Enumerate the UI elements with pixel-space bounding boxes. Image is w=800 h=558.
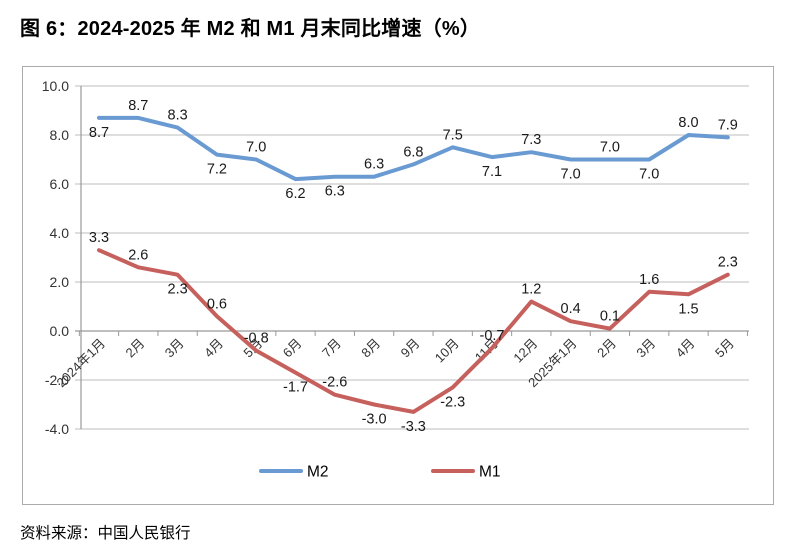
x-tick-label: 12月 <box>510 336 540 366</box>
data-label: -3.3 <box>401 419 426 435</box>
data-label: 0.6 <box>207 296 227 312</box>
x-tick-label: 2月 <box>123 336 148 361</box>
legend: M2 M1 <box>259 464 501 481</box>
data-label: 8.0 <box>678 115 698 131</box>
x-tick-label: 4月 <box>201 336 226 361</box>
x-axis-ticks <box>78 331 748 336</box>
data-label: 7.0 <box>639 167 659 183</box>
legend-m1-label: M1 <box>479 464 501 481</box>
data-label: -3.0 <box>362 412 387 428</box>
y-tick-label: 4.0 <box>50 225 70 241</box>
data-label: 2.6 <box>128 247 148 263</box>
y-gridlines <box>75 85 749 430</box>
y-tick-label: 8.0 <box>50 127 70 143</box>
y-axis-labels: 10.0 8.0 6.0 4.0 2.0 0.0 -2.0 -4.0 <box>42 78 69 437</box>
y-tick-label: 10.0 <box>42 78 69 94</box>
legend-m2-label: M2 <box>307 464 329 481</box>
data-label: 2.3 <box>168 282 188 298</box>
data-label: 1.2 <box>521 282 541 298</box>
data-label: -2.6 <box>322 375 347 391</box>
data-label: 0.4 <box>561 301 581 317</box>
x-tick-label: 2月 <box>594 336 619 361</box>
y-tick-label: -2.0 <box>45 372 69 388</box>
data-label: 6.2 <box>285 186 305 202</box>
data-label: 7.1 <box>482 164 502 180</box>
x-tick-label: 10月 <box>432 336 462 366</box>
x-tick-label: 3月 <box>162 336 187 361</box>
data-label: 7.9 <box>718 117 738 133</box>
x-tick-label: 3月 <box>633 336 658 361</box>
data-label: -1.7 <box>283 380 308 396</box>
m2-data-labels: 8.7 8.7 8.3 7.2 7.0 6.2 6.3 6.3 6.8 7.5 7.1 7.3 7.0 7… <box>89 98 738 202</box>
data-label: 0.1 <box>600 309 620 325</box>
figure-title: 图 6：2024-2025 年 M2 和 M1 月末同比增速（%） <box>20 18 481 40</box>
x-tick-label: 4月 <box>673 336 698 361</box>
x-tick-label: 7月 <box>319 336 344 361</box>
data-label: 1.5 <box>678 301 698 317</box>
data-label: 6.8 <box>403 144 423 160</box>
data-label: 7.2 <box>207 162 227 178</box>
data-label: -0.7 <box>480 328 505 344</box>
data-label: 3.3 <box>89 230 109 246</box>
y-tick-label: 2.0 <box>50 274 70 290</box>
data-label: 8.3 <box>168 108 188 124</box>
data-label: 1.6 <box>639 272 659 288</box>
source-note: 资料来源：中国人民银行 <box>20 525 191 542</box>
x-tick-label: 9月 <box>398 336 423 361</box>
data-label: 7.5 <box>443 127 463 143</box>
data-label: 8.7 <box>128 98 148 114</box>
y-tick-label: 6.0 <box>50 176 70 192</box>
data-label: 6.3 <box>364 157 384 173</box>
data-label: 7.3 <box>521 132 541 148</box>
x-tick-label: 5月 <box>712 336 737 361</box>
data-label: -2.3 <box>440 394 465 410</box>
x-tick-label: 6月 <box>280 336 305 361</box>
data-label: 7.0 <box>561 167 581 183</box>
data-label: 6.3 <box>325 184 345 200</box>
data-label: 7.0 <box>246 140 266 156</box>
data-label: -0.8 <box>244 331 269 347</box>
chart-area: 10.0 8.0 6.0 4.0 2.0 0.0 -2.0 -4.0 2024年1月 2月 3月 4月… <box>22 66 774 505</box>
y-tick-label: -4.0 <box>45 421 69 437</box>
y-tick-label: 0.0 <box>50 323 70 339</box>
m2-series-line <box>97 115 730 182</box>
data-label: 8.7 <box>89 125 109 141</box>
m1-data-labels: 3.3 2.6 2.3 0.6 -0.8 -1.7 -2.6 -3.0 -3.3 -2.3 -0.7… <box>89 230 738 435</box>
data-label: 7.0 <box>600 140 620 156</box>
x-tick-label: 8月 <box>358 336 383 361</box>
m1-series-line <box>97 248 730 414</box>
data-label: 2.3 <box>718 255 738 271</box>
